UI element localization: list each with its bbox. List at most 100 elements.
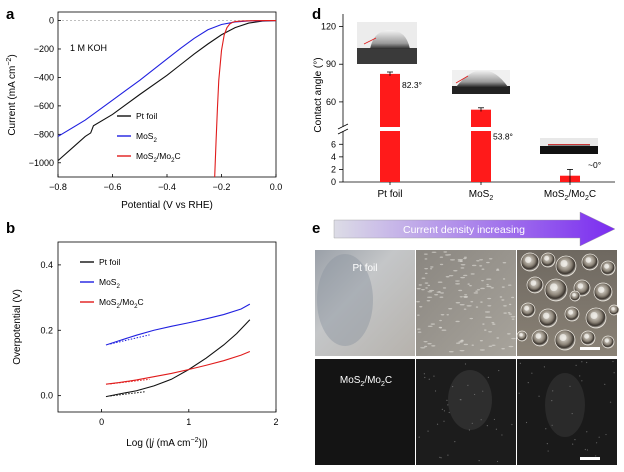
bubble [460,276,466,279]
bubble-highlight [590,312,598,319]
bubble [443,251,448,253]
bubble [501,286,505,288]
bubble [416,287,421,290]
bubble [466,305,472,307]
bubble [416,328,421,330]
bubble [486,425,488,427]
bubble [459,398,461,401]
y-tick-label-a: 0 [49,16,54,26]
bubble [510,316,516,318]
bubble [443,410,446,412]
x-tick-label-a: 0.0 [270,182,283,192]
photo-pt-high-bubbles [516,252,620,351]
bubble [443,420,445,422]
bubble [478,460,480,462]
bubble [471,344,474,346]
y-tick-label-d: 120 [321,22,336,32]
photo-mos2mo2c-high-glow [545,373,585,437]
bubble [467,283,470,285]
bubble [457,260,464,262]
legend-label: MoS2/Mo2C [136,151,181,164]
bubble [502,261,507,264]
bubble [527,382,529,384]
droplet-image-pt [357,22,417,64]
x-tick-label-b: 1 [186,417,191,427]
bubble [473,292,479,294]
bubble [447,454,449,456]
bubble [459,349,465,352]
bubble [586,361,588,364]
plot-frame-b [57,241,277,413]
chart-a: −0.8 −0.6 −0.4 −0.2 0.0 0 −200 −400 −600 −800 −100… [6,11,283,211]
bubble [446,314,450,316]
bubble [424,267,429,270]
value-label-1: 53.8° [493,132,513,142]
bubble [604,383,606,385]
bubble [448,350,454,353]
panel-label-a: a [6,6,15,23]
bubble [511,337,516,340]
bubble [424,345,428,348]
bubble-highlight [604,338,609,343]
bubble-highlight [568,309,574,315]
bubble [525,421,528,424]
category-label-0: Pt foil [377,189,402,200]
y-tick-label-a: −200 [34,44,54,54]
bubble [440,457,442,459]
bubble [434,294,439,296]
bubble-highlight [530,280,537,286]
bubble [579,375,581,377]
bubble [507,284,512,286]
bubble [469,317,474,320]
bubble [439,296,444,298]
bubble [455,342,461,344]
bubble [484,311,491,313]
category-label-1: MoS2 [469,189,494,202]
legend-label: MoS2/Mo2C [99,297,144,310]
bubble [437,281,443,283]
value-label-2: ~0° [588,160,601,170]
current-density-arrow: Current density increasing [333,211,616,247]
bubble [501,347,505,350]
bubble [417,314,420,316]
bubble [491,321,495,324]
bubble [455,280,460,282]
bubble [430,323,436,325]
series-line-b-2 [105,351,251,385]
x-tick-label-a: −0.8 [49,182,67,192]
bubble [546,443,548,445]
bubble-highlight [604,263,610,269]
bubble [424,272,428,275]
bubble [459,296,463,298]
y-axis-label-b: Overpotential (V) [12,289,23,365]
bar-1 [471,109,491,182]
bubble [419,306,423,308]
bubble [475,306,479,308]
x-tick-label-a: −0.2 [213,182,231,192]
bubble [449,259,456,261]
y-tick-label-d: 90 [326,59,336,69]
bubble [480,301,483,303]
bubble [431,251,437,254]
bubble [463,343,469,346]
bubble [503,305,507,307]
bubble [441,329,447,331]
axis-break-mark-upper [337,123,349,130]
bubble [479,259,484,261]
bubble [612,360,614,363]
bubble [491,344,496,347]
bubble [581,361,583,363]
y-tick-label-a: −400 [34,72,54,82]
bubble [492,323,496,325]
bubble [581,380,583,382]
bubble [551,399,553,402]
bubble [482,323,485,325]
bubble [441,408,443,410]
y-tick-label-d: 60 [326,97,336,107]
annotation-a: 1 M KOH [70,43,107,53]
photo-pt-low-shade [317,254,373,346]
bubble [508,345,514,348]
bubble [470,273,475,275]
bubble [572,443,574,445]
bubble [423,373,425,375]
